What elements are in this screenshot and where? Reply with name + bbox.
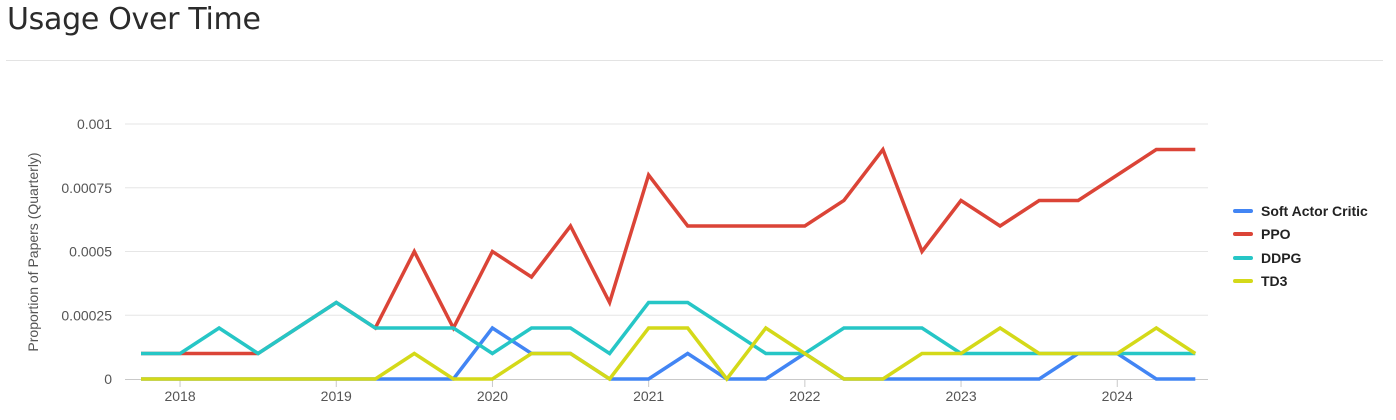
y-tick-label: 0 — [104, 371, 112, 387]
y-tick-label: 0.0005 — [69, 244, 112, 260]
legend: Soft Actor Critic PPO DDPG TD3 — [1233, 199, 1393, 293]
series-line-ddpg — [141, 300, 1196, 356]
series-line-td3 — [141, 325, 1197, 382]
legend-item-td3[interactable]: TD3 — [1233, 270, 1393, 294]
x-tick-label: 2021 — [633, 388, 664, 404]
legend-label: DDPG — [1261, 249, 1302, 266]
x-tick-label: 2019 — [321, 388, 352, 404]
page-title: Usage Over Time — [7, 2, 261, 37]
y-tick-label: 0.00025 — [61, 307, 112, 323]
y-axis-label: Proportion of Papers (Quarterly) — [25, 152, 41, 351]
y-tick-label: 0.001 — [77, 116, 112, 132]
x-tick-label: 2022 — [789, 388, 820, 404]
x-tick-label: 2024 — [1102, 388, 1133, 404]
x-tick-label: 2020 — [477, 388, 508, 404]
legend-label: TD3 — [1261, 273, 1288, 290]
legend-label: Soft Actor Critic — [1261, 202, 1368, 219]
legend-item-ppo[interactable]: PPO — [1233, 223, 1393, 247]
legend-swatch — [1233, 232, 1253, 237]
title-divider — [6, 60, 1383, 61]
legend-item-soft-actor-critic[interactable]: Soft Actor Critic — [1233, 199, 1393, 223]
legend-item-ddpg[interactable]: DDPG — [1233, 246, 1393, 270]
legend-swatch — [1233, 279, 1253, 284]
x-tick-label: 2023 — [945, 388, 976, 404]
y-tick-label: 0.00075 — [61, 180, 112, 196]
legend-label: PPO — [1261, 226, 1291, 243]
legend-swatch — [1233, 208, 1253, 213]
legend-swatch — [1233, 255, 1253, 260]
x-tick-label: 2018 — [164, 388, 195, 404]
